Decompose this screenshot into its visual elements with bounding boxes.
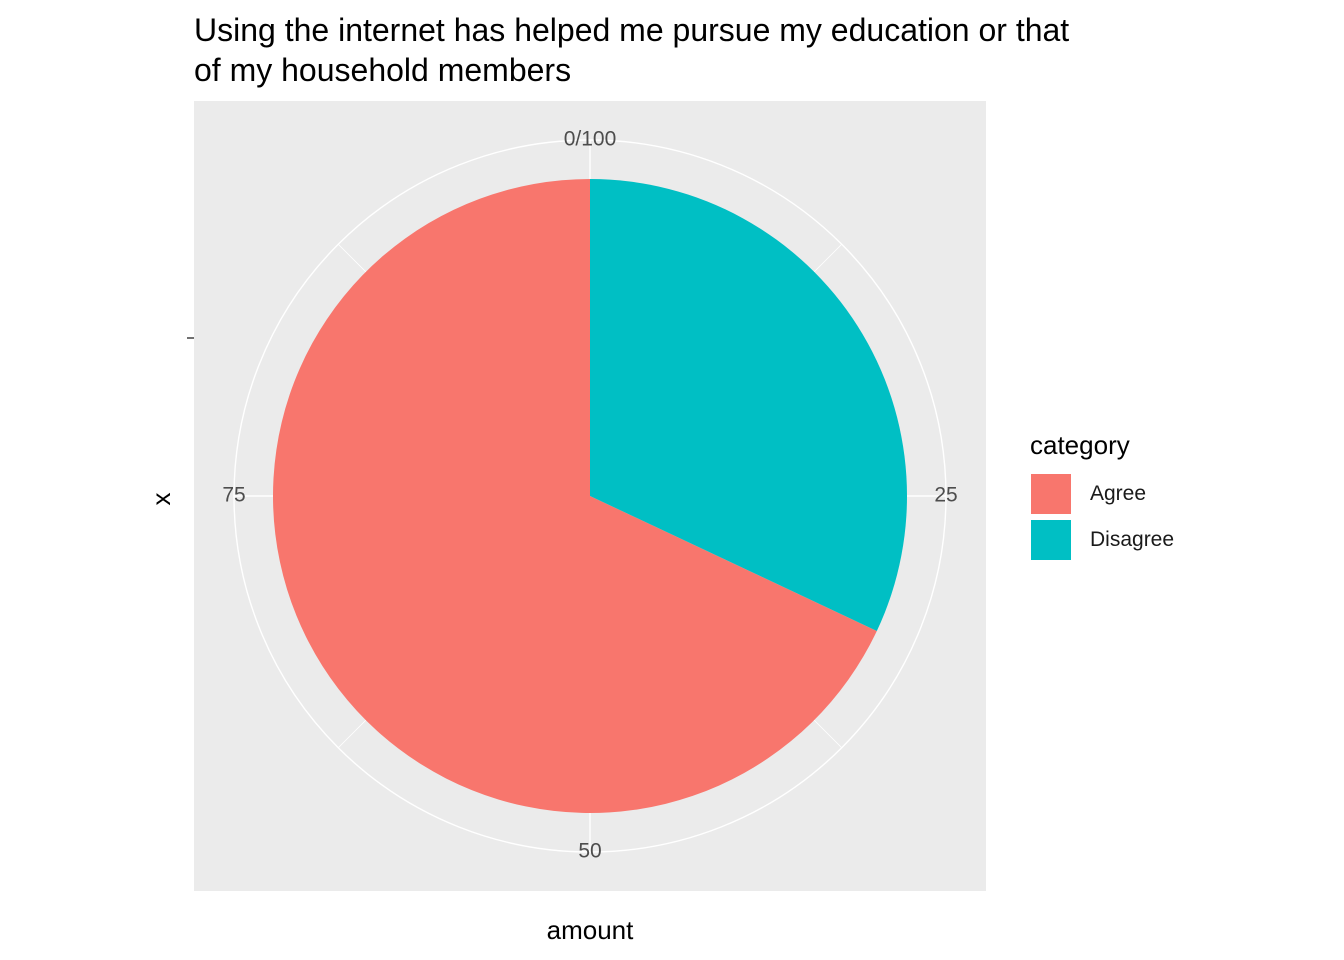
pie-slice-agree	[273, 179, 877, 813]
theta-tick-labels: 0/100 25 50 75	[222, 128, 957, 863]
chart-title: Using the internet has helped me pursue …	[194, 12, 1070, 88]
legend-item-disagree: Disagree	[1030, 517, 1174, 563]
theta-tick-label: 0/100	[564, 128, 617, 151]
pie-slice-disagree	[590, 179, 908, 631]
legend-label-disagree: Disagree	[1090, 528, 1175, 551]
pie-slices	[273, 179, 908, 813]
legend-label-agree: Agree	[1090, 482, 1147, 505]
legend-title: category	[1030, 430, 1130, 460]
legend-key-disagree	[1030, 519, 1072, 561]
theta-tick-label: 75	[222, 484, 245, 507]
legend: category Agree Disagree	[1030, 428, 1174, 563]
theta-tick-label: 25	[934, 484, 957, 507]
legend-item-agree: Agree	[1030, 471, 1174, 517]
x-axis-label: amount	[546, 915, 634, 945]
y-axis-label: x	[146, 492, 176, 506]
theta-tick-label: 50	[578, 840, 601, 863]
legend-key-agree	[1030, 473, 1072, 515]
